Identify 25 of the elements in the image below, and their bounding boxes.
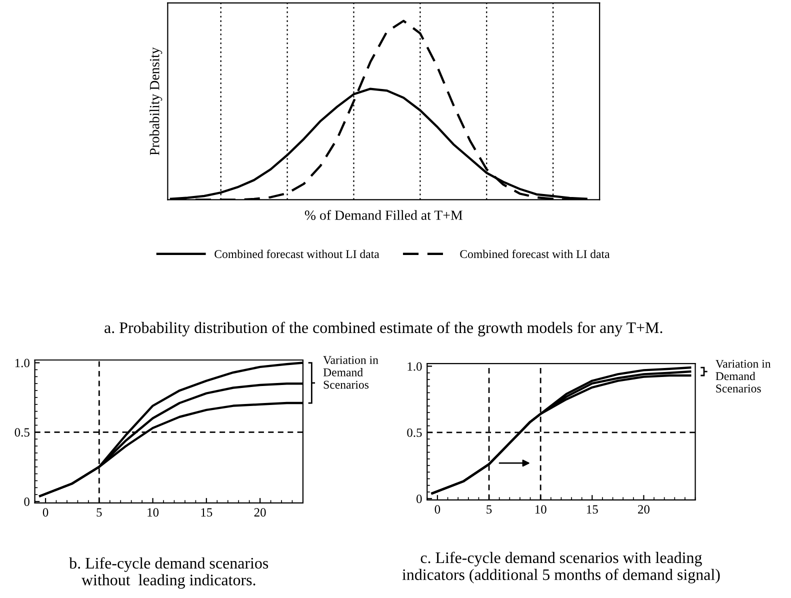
text: a. Probability distribution of the combined estimate of the growth models for any T+M. — [104, 322, 662, 336]
x-tick-label: 20 — [638, 505, 650, 514]
y-axis-title: Probability Density — [150, 47, 162, 156]
y-tick-label: 1.0 — [15, 358, 30, 368]
x-tick-label: 15 — [201, 508, 212, 517]
text: b. Life-cycle demand scenarios without leading indicators. — [69, 557, 268, 589]
x-tick-label: 0 — [42, 508, 48, 517]
x-tick-label: 10 — [535, 505, 546, 514]
y-tick-label: 1.0 — [408, 362, 422, 371]
y-tick-label: 0.5 — [14, 428, 30, 437]
text: c. Life-cycle demand scenarios with leading indicators (additional 5 months of demand signal) — [402, 552, 720, 584]
x-tick-label: 5 — [486, 505, 492, 514]
x-tick-label: 15 — [587, 505, 598, 514]
legend-label: Combined forecast without LI data — [214, 250, 380, 258]
y-tick-label: 0 — [416, 494, 422, 504]
text: Variation in Demand Scenarios — [716, 360, 771, 392]
legend-label: Combined forecast with LI data — [460, 250, 610, 258]
text: Variation in Demand Scenarios — [323, 356, 378, 389]
x-tick-label: 20 — [254, 508, 266, 517]
x-tick-label: 10 — [148, 508, 159, 517]
x-tick-label: 0 — [434, 505, 440, 514]
y-tick-label: 0 — [24, 498, 30, 506]
x-tick-label: 5 — [96, 508, 102, 517]
y-tick-label: 0.5 — [407, 428, 422, 437]
x-axis-title: % of Demand Filled at T+M — [304, 210, 462, 220]
